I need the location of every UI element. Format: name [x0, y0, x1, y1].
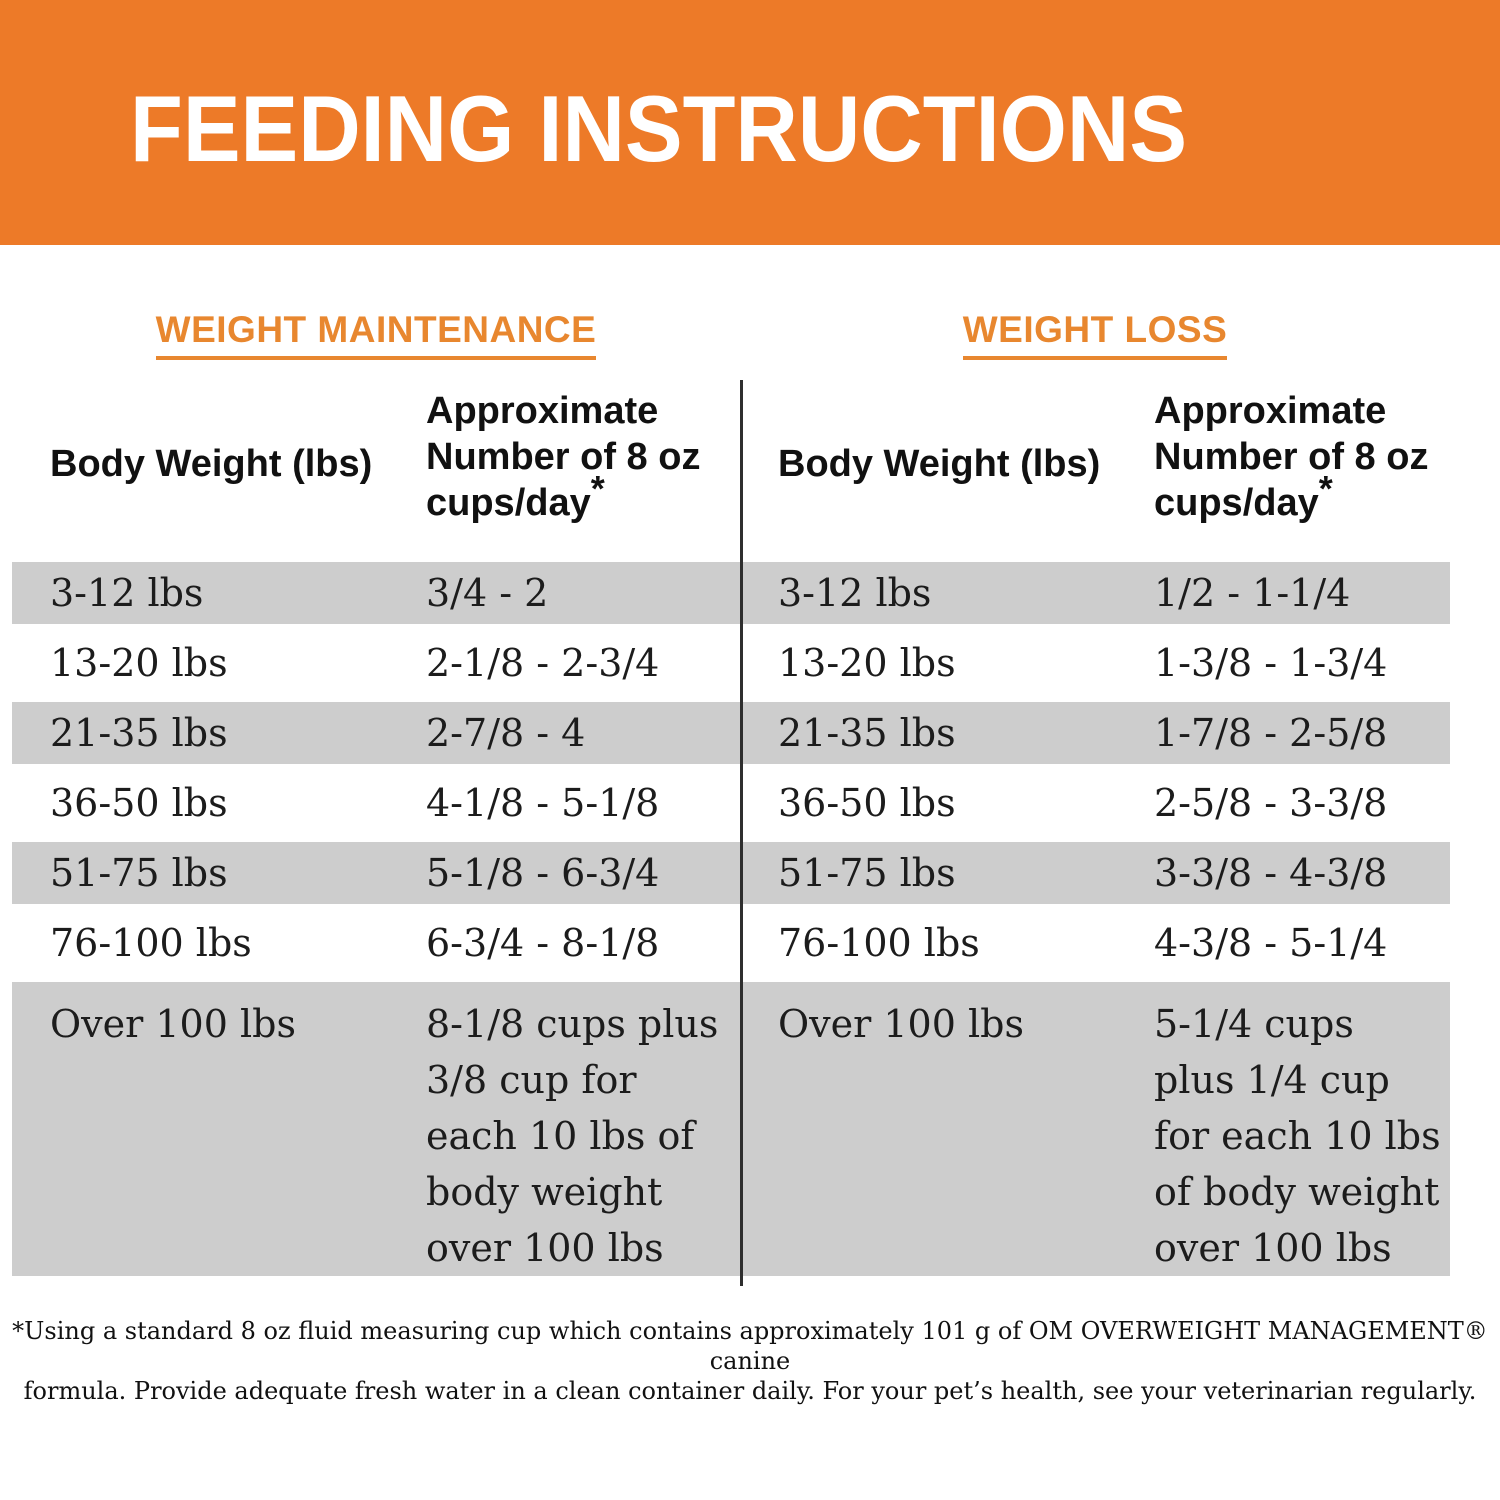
cups-cell: 4-3/8 - 5-1/4 — [1154, 921, 1388, 965]
table-row: 3-12 lbs 3/4 - 2 3-12 lbs 1/2 - 1-1/4 — [12, 558, 1450, 628]
table-row: 36-50 lbs 4-1/8 - 5-1/8 36-50 lbs 2-5/8 … — [12, 768, 1450, 838]
body-weight-cell: 36-50 lbs — [778, 781, 956, 825]
loss-cups-header-line2: Number of 8 oz — [1154, 436, 1429, 478]
maintenance-body-weight-header: Body Weight (lbs) — [50, 442, 373, 485]
weight-loss-heading: WEIGHT LOSS — [740, 309, 1450, 360]
section-headings: WEIGHT MAINTENANCE WEIGHT LOSS — [12, 309, 1450, 360]
body-weight-cell: 3-12 lbs — [778, 571, 932, 615]
body-weight-cell: 36-50 lbs — [50, 781, 228, 825]
cups-cell: 1/2 - 1-1/4 — [1154, 571, 1351, 615]
table-row: 76-100 lbs 6-3/4 - 8-1/8 76-100 lbs 4-3/… — [12, 908, 1450, 978]
cups-cell: 2-5/8 - 3-3/8 — [1154, 781, 1388, 825]
cups-cell: 5-1/8 - 6-3/4 — [426, 851, 660, 895]
page-title: FEEDING INSTRUCTIONS — [130, 75, 1188, 181]
table-row: Over 100 lbs 8-1/8 cups plus 3/8 cup for… — [12, 978, 1450, 1280]
cups-cell: 2-1/8 - 2-3/4 — [426, 641, 660, 685]
loss-cups-header: Approximate Number of 8 oz cups/day* — [1148, 370, 1450, 526]
body-weight-cell: 51-75 lbs — [778, 851, 956, 895]
footnote-asterisk: * — [590, 468, 605, 509]
loss-cups-header-line1: Approximate — [1154, 390, 1387, 432]
weight-maintenance-heading-label: WEIGHT MAINTENANCE — [155, 309, 597, 360]
body-weight-cell: 21-35 lbs — [778, 711, 956, 755]
table-row: 51-75 lbs 5-1/8 - 6-3/4 51-75 lbs 3-3/8 … — [12, 838, 1450, 908]
cups-cell: 3/4 - 2 — [426, 571, 549, 615]
cups-cell: 4-1/8 - 5-1/8 — [426, 781, 660, 825]
body-weight-cell: 76-100 lbs — [50, 921, 252, 965]
body-weight-cell: 3-12 lbs — [50, 571, 204, 615]
footnote-line-1: *Using a standard 8 oz fluid measuring c… — [12, 1317, 1488, 1375]
body-weight-cell: Over 100 lbs — [50, 1002, 296, 1046]
cups-cell: 1-7/8 - 2-5/8 — [1154, 711, 1388, 755]
footnote-line-2: formula. Provide adequate fresh water in… — [23, 1377, 1477, 1405]
cups-cell: 5-1/4 cups plus 1/4 cup for each 10 lbs … — [1154, 1002, 1441, 1270]
footnote: *Using a standard 8 oz fluid measuring c… — [0, 1316, 1500, 1406]
body-weight-cell: 21-35 lbs — [50, 711, 228, 755]
table-header-row: Body Weight (lbs) Approximate Number of … — [12, 370, 1450, 558]
body-weight-cell: 13-20 lbs — [50, 641, 228, 685]
cups-cell: 6-3/4 - 8-1/8 — [426, 921, 660, 965]
weight-loss-heading-label: WEIGHT LOSS — [962, 309, 1228, 360]
maintenance-cups-header: Approximate Number of 8 oz cups/day* — [420, 370, 740, 526]
maintenance-cups-header-line1: Approximate — [426, 390, 659, 432]
body-weight-cell: 51-75 lbs — [50, 851, 228, 895]
maintenance-cups-header-line2: Number of 8 oz — [426, 436, 701, 478]
cups-cell: 1-3/8 - 1-3/4 — [1154, 641, 1388, 685]
body-weight-cell: Over 100 lbs — [778, 1002, 1024, 1046]
body-weight-cell: 76-100 lbs — [778, 921, 980, 965]
table-row: 21-35 lbs 2-7/8 - 4 21-35 lbs 1-7/8 - 2-… — [12, 698, 1450, 768]
body-weight-cell: 13-20 lbs — [778, 641, 956, 685]
header-banner: FEEDING INSTRUCTIONS — [0, 0, 1500, 245]
column-divider — [740, 380, 743, 1286]
table-row: 13-20 lbs 2-1/8 - 2-3/4 13-20 lbs 1-3/8 … — [12, 628, 1450, 698]
maintenance-cups-header-line3: cups/day* — [426, 468, 605, 525]
loss-cups-header-line3: cups/day* — [1154, 468, 1333, 525]
weight-maintenance-heading: WEIGHT MAINTENANCE — [12, 309, 740, 360]
footnote-asterisk: * — [1318, 468, 1333, 509]
cups-cell: 2-7/8 - 4 — [426, 711, 586, 755]
loss-body-weight-header: Body Weight (lbs) — [778, 442, 1101, 485]
cups-cell: 3-3/8 - 4-3/8 — [1154, 851, 1388, 895]
feeding-table: Body Weight (lbs) Approximate Number of … — [12, 370, 1450, 1280]
cups-cell: 8-1/8 cups plus 3/8 cup for each 10 lbs … — [426, 1002, 719, 1270]
